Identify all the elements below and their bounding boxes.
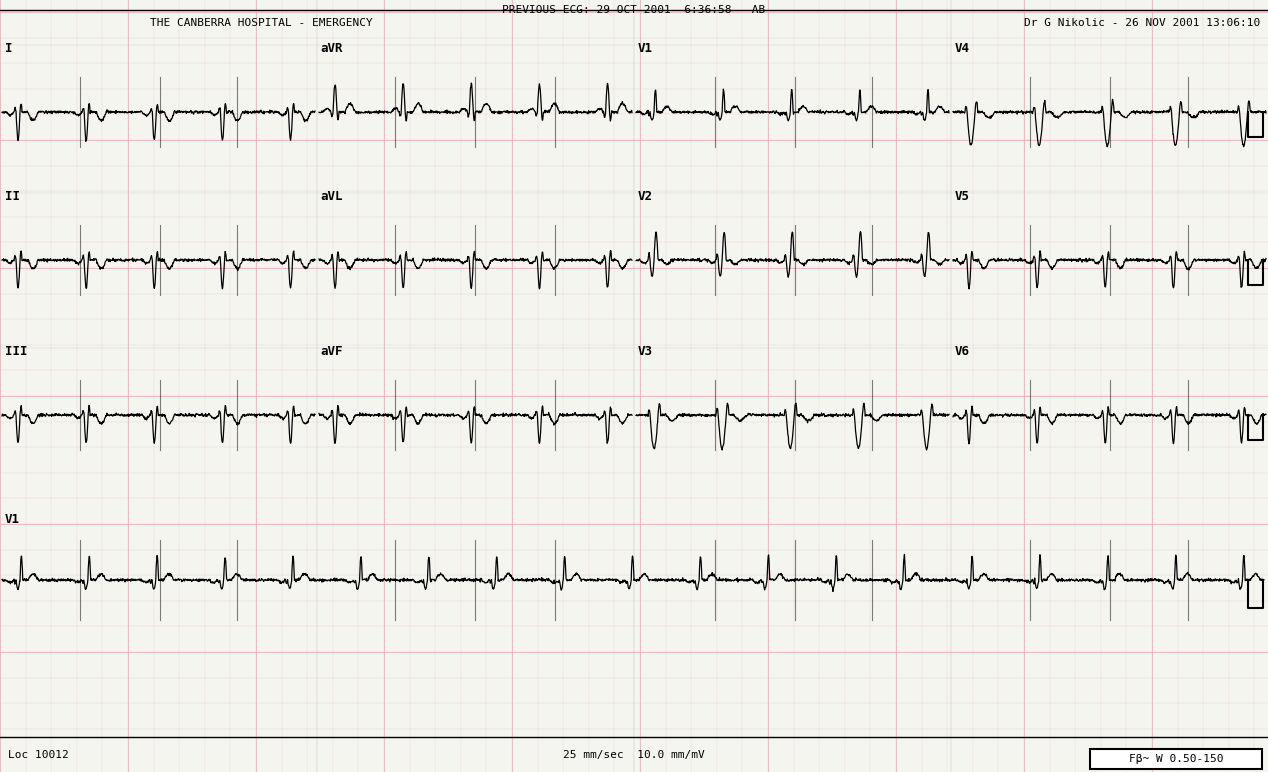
Text: aVL: aVL	[320, 190, 342, 203]
Text: I: I	[5, 42, 13, 55]
Text: V4: V4	[955, 42, 970, 55]
Text: 25 mm/sec  10.0 mm/mV: 25 mm/sec 10.0 mm/mV	[563, 750, 705, 760]
Text: aVR: aVR	[320, 42, 342, 55]
Text: II: II	[5, 190, 20, 203]
Text: V2: V2	[638, 190, 653, 203]
Text: Fβ~ W 0.50-150: Fβ~ W 0.50-150	[1129, 754, 1224, 764]
Text: PREVIOUS ECG: 29 OCT 2001  6:36:58 - AB: PREVIOUS ECG: 29 OCT 2001 6:36:58 - AB	[502, 5, 766, 15]
Text: V3: V3	[638, 345, 653, 358]
Bar	[1090, 749, 1262, 769]
Text: V6: V6	[955, 345, 970, 358]
Text: Loc 10012: Loc 10012	[8, 750, 68, 760]
Text: V1: V1	[5, 513, 20, 526]
Text: THE CANBERRA HOSPITAL - EMERGENCY: THE CANBERRA HOSPITAL - EMERGENCY	[150, 18, 373, 28]
Text: V5: V5	[955, 190, 970, 203]
Text: Dr G Nikolic - 26 NOV 2001 13:06:10: Dr G Nikolic - 26 NOV 2001 13:06:10	[1023, 18, 1260, 28]
Text: III: III	[5, 345, 28, 358]
Text: aVF: aVF	[320, 345, 342, 358]
Text: V1: V1	[638, 42, 653, 55]
